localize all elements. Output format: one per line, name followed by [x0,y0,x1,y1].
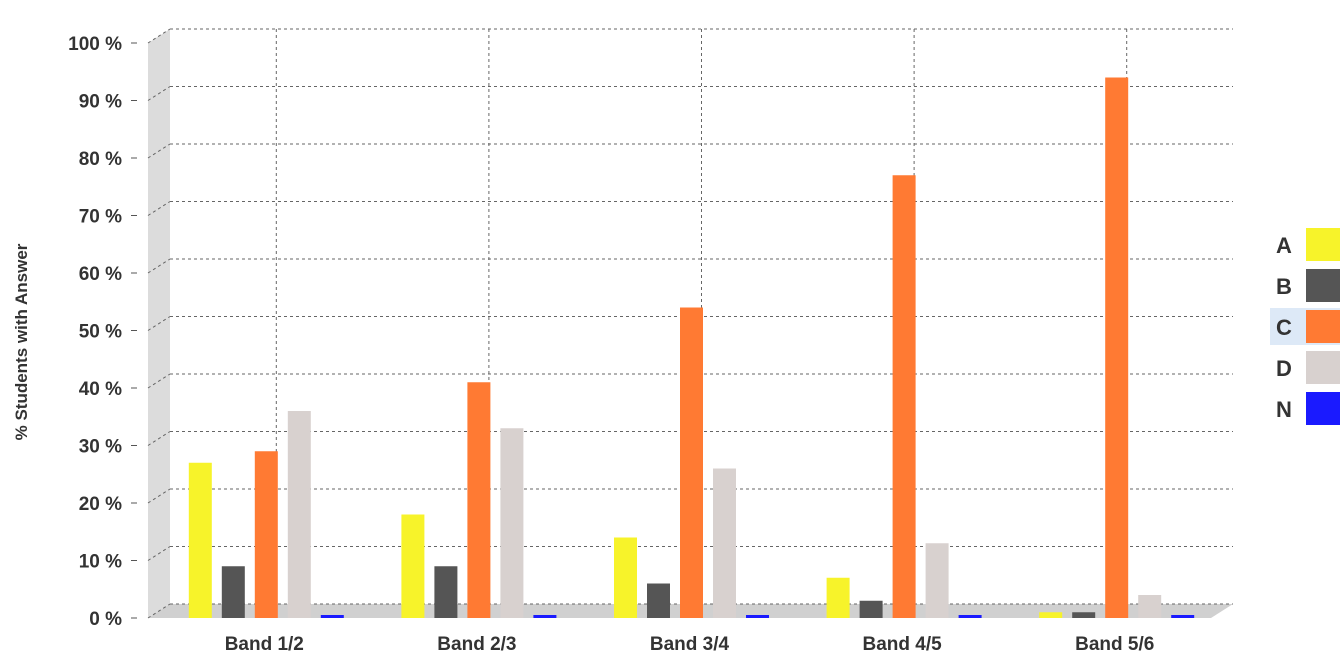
legend-label-n: N [1276,397,1292,422]
bar-a-2 [401,514,425,618]
h-gridline-depth [147,431,171,446]
legend-label-a: A [1276,233,1292,258]
y-tick-label: 10 % [79,552,122,573]
bar-d-5 [1138,595,1162,618]
y-axis-ticks: 0 % 10 % 20 % 30 % 40 % 50 % 60 % 70 % 80 % 90 % 1… [68,34,137,630]
h-gridline-depth [147,488,171,504]
h-gridline-depth [147,28,171,44]
bar-n-4 [958,615,982,618]
y-tick-label: 0 % [89,609,122,630]
h-gridline-depth [147,201,171,216]
bars [188,77,1195,618]
bar-n-2 [533,615,557,618]
bar-b-4 [859,600,883,618]
y-tick-label: 50 % [79,322,122,343]
legend-swatch-n [1306,392,1340,425]
bar-b-2 [434,566,458,618]
bar-d-3 [713,468,736,618]
x-tick-label: Band 5/6 [1075,634,1154,655]
h-gridline-depth [147,546,171,561]
legend-swatch-b [1306,269,1340,302]
bar-c-1 [254,451,278,618]
y-tick-label: 100 % [68,34,122,55]
h-gridline-depth [147,86,171,101]
bar-b-1 [221,566,245,618]
x-axis-labels: Band 1/2 Band 2/3 Band 3/4 Band 4/5 Band 5/6 [225,634,1155,655]
h-gridline-depth [147,373,171,389]
legend-swatch-c [1306,310,1340,343]
y-tick-label: 60 % [79,264,122,285]
y-tick-label: 70 % [79,207,122,228]
h-gridline-depth [147,603,171,619]
bar-a-3 [614,537,637,618]
bar-c-4 [892,175,916,618]
bar-c-5 [1105,77,1129,618]
y-tick-label: 80 % [79,149,122,170]
bar-d-2 [500,428,524,618]
bar-a-5 [1039,612,1063,618]
bar-a-1 [188,462,212,618]
y-tick-label: 20 % [79,494,122,515]
legend-label-b: B [1276,274,1292,299]
bar-d-1 [287,411,311,618]
y-tick-label: 90 % [79,92,122,113]
x-tick-label: Band 2/3 [437,634,516,655]
y-tick-label: 40 % [79,379,122,400]
bar-c-2 [467,382,491,618]
bar-c-3 [680,307,703,618]
bar-a-4 [826,577,850,618]
bar-d-4 [925,543,949,618]
x-tick-label: Band 4/5 [862,634,942,655]
legend-label-c: C [1276,315,1292,340]
bar-n-3 [746,615,769,618]
h-gridline-depth [147,143,171,159]
h-gridline-depth [147,316,171,331]
h-gridline-depth [147,258,171,274]
x-tick-label: Band 3/4 [650,634,730,655]
bar-n-5 [1171,615,1195,618]
y-axis-title: % Students with Answer [12,243,31,440]
legend-label-d: D [1276,356,1292,381]
bar-b-5 [1072,612,1096,618]
bar-n-1 [320,615,344,618]
bar-b-3 [647,583,670,618]
legend-swatch-d [1306,351,1340,384]
gridlines [147,28,1233,619]
legend-swatch-a [1306,228,1340,261]
x-tick-label: Band 1/2 [225,634,304,655]
y-tick-label: 30 % [79,437,122,458]
